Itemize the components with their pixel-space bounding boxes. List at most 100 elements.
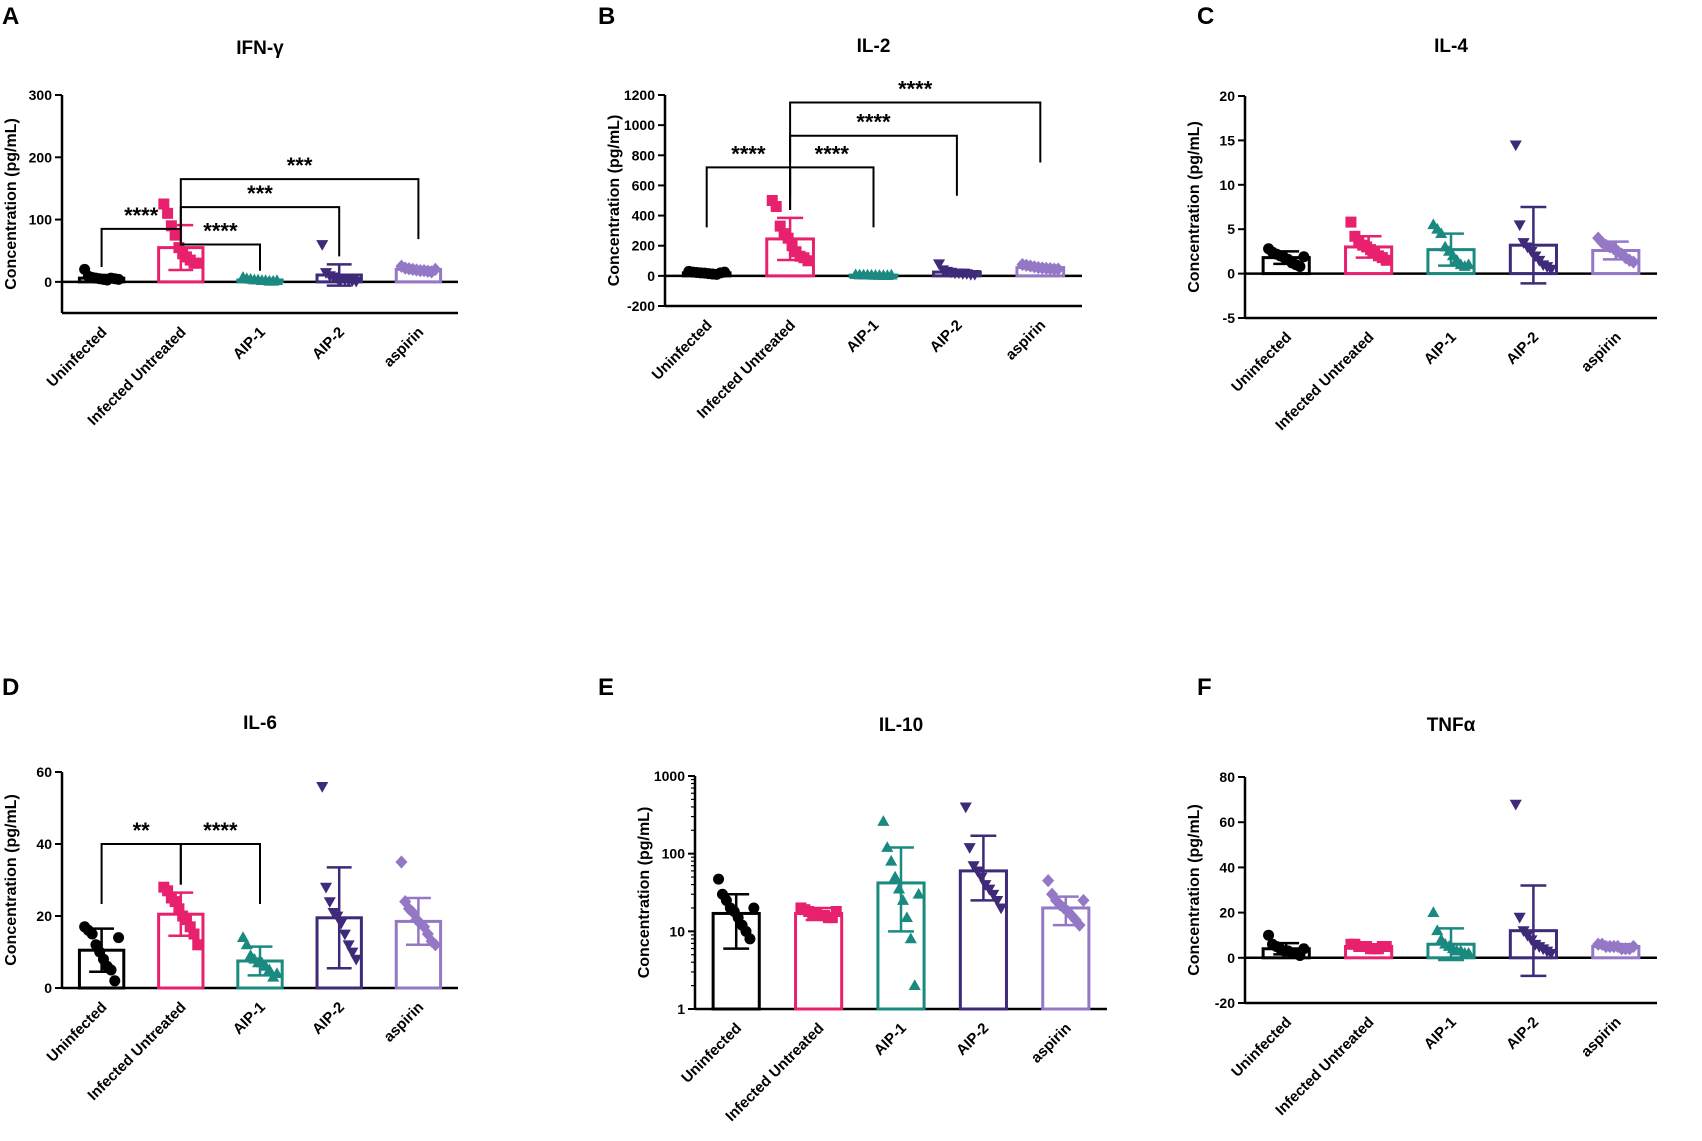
data-point [158, 198, 170, 210]
data-point [162, 207, 174, 219]
data-point [350, 276, 363, 288]
x-tick-label: Uninfected [649, 317, 716, 384]
y-tick-label: 10 [1219, 177, 1235, 193]
data-point [113, 273, 125, 285]
data-point [1462, 258, 1475, 270]
y-axis-label: Concentration (pg/mL) [606, 115, 623, 287]
data-point [877, 815, 890, 826]
x-tick-label: AIP-1 [1421, 1014, 1460, 1053]
panel-letter: B [598, 3, 615, 30]
data-point [896, 894, 910, 905]
data-point [1619, 251, 1632, 265]
y-tick-label: -20 [1215, 995, 1235, 1011]
y-tick-label: 0 [1227, 266, 1235, 282]
y-tick-label: 0 [44, 980, 52, 996]
panel-b: B IL-2 Concentration (pg/mL)-200 0 200 400 600… [598, 3, 1082, 422]
data-point [1509, 799, 1522, 811]
data-point [987, 889, 1000, 901]
data-point [395, 855, 408, 869]
y-tick-label: 600 [632, 177, 656, 193]
y-axis-label: Concentration (pg/mL) [3, 118, 20, 290]
data-point [192, 257, 204, 269]
data-point [270, 967, 284, 978]
y-tick-label: 1000 [654, 768, 685, 784]
significance-label: **** [203, 818, 238, 843]
data-point [904, 932, 917, 944]
data-point [319, 882, 333, 894]
y-tick-label: 40 [1219, 859, 1235, 875]
data-point [1513, 220, 1526, 232]
data-point [885, 268, 898, 280]
x-tick-label: AIP-2 [1503, 329, 1542, 368]
y-tick-label: 1200 [624, 87, 655, 103]
data-point [323, 897, 336, 908]
y-tick-label: 200 [632, 238, 656, 254]
x-tick-label: aspirin [1028, 1020, 1075, 1067]
data-point [109, 975, 121, 987]
panel-f: F TNFα Concentration (pg/mL) -20 0 20 40 60 80 Un… [1186, 674, 1657, 1119]
y-tick-label: 1000 [624, 117, 655, 133]
panel-letter: F [1197, 674, 1212, 701]
y-axis-label: Concentration (pg/mL) [3, 794, 20, 966]
data-point [1431, 924, 1444, 936]
data-point [995, 903, 1008, 915]
y-tick-label: 0 [647, 268, 655, 284]
panel-e: E IL-10 Concentration (pg/mL) 1 10 100 1000 Uni… [598, 674, 1107, 1125]
data-point [346, 947, 359, 959]
panel-letter: C [1197, 3, 1214, 30]
data-point [316, 782, 329, 793]
significance-label: **** [898, 77, 933, 102]
data-point [1513, 912, 1526, 924]
x-tick-label: aspirin [380, 999, 427, 1046]
data-point [316, 240, 329, 251]
chart-title: IL-10 [879, 715, 923, 736]
panel-letter: A [2, 3, 19, 30]
significance-bracket [789, 101, 1042, 163]
data-point [1263, 929, 1275, 941]
data-point [912, 887, 925, 899]
bar [794, 911, 844, 1011]
x-tick-label: AIP-1 [1421, 329, 1460, 368]
y-tick-label: 20 [36, 908, 52, 924]
data-point [963, 843, 976, 854]
data-point [86, 928, 98, 940]
chart-title: TNFα [1427, 715, 1476, 736]
data-point [881, 841, 894, 852]
chart-title: IL-6 [243, 713, 277, 734]
significance-bracket [179, 178, 420, 240]
panel-c: C IL-4 Concentration (pg/mL) -5 0 5 10 15 20 Unin… [1186, 3, 1657, 434]
y-tick-label: 10 [669, 923, 685, 939]
y-tick-label: 400 [632, 208, 656, 224]
significance-label: **** [124, 203, 159, 228]
data-point [1509, 140, 1522, 152]
data-point [188, 928, 200, 940]
chart-title: IL-4 [1434, 36, 1468, 57]
panel-d: D IL-6 Concentration (pg/mL) 0 20 40 60 Uninfec… [2, 674, 458, 1104]
data-point [770, 201, 782, 213]
x-tick-label: AIP-2 [309, 999, 348, 1038]
significance-bracket [179, 843, 261, 904]
y-tick-label: 800 [632, 147, 656, 163]
data-point [402, 902, 416, 916]
data-point [1627, 255, 1640, 269]
panel-letter: D [2, 674, 19, 701]
data-point [744, 933, 756, 945]
x-tick-label: AIP-1 [230, 324, 269, 363]
data-point [959, 802, 972, 814]
data-point [885, 854, 898, 866]
data-point [335, 918, 348, 930]
data-point [429, 938, 442, 952]
y-tick-label: -200 [627, 298, 655, 314]
data-point [263, 963, 276, 975]
y-tick-label: 0 [44, 274, 52, 290]
panel-a: A IFN-γ Concentration (pg/mL) 0 100 200 300 Uni… [2, 3, 458, 429]
significance-label: *** [247, 181, 273, 206]
data-point [1052, 262, 1065, 276]
data-point [1380, 254, 1392, 266]
significance-label: **** [856, 110, 891, 135]
data-point [350, 954, 363, 966]
data-point [908, 979, 921, 991]
x-tick-label: aspirin [1578, 329, 1625, 376]
y-tick-label: 20 [1219, 905, 1235, 921]
